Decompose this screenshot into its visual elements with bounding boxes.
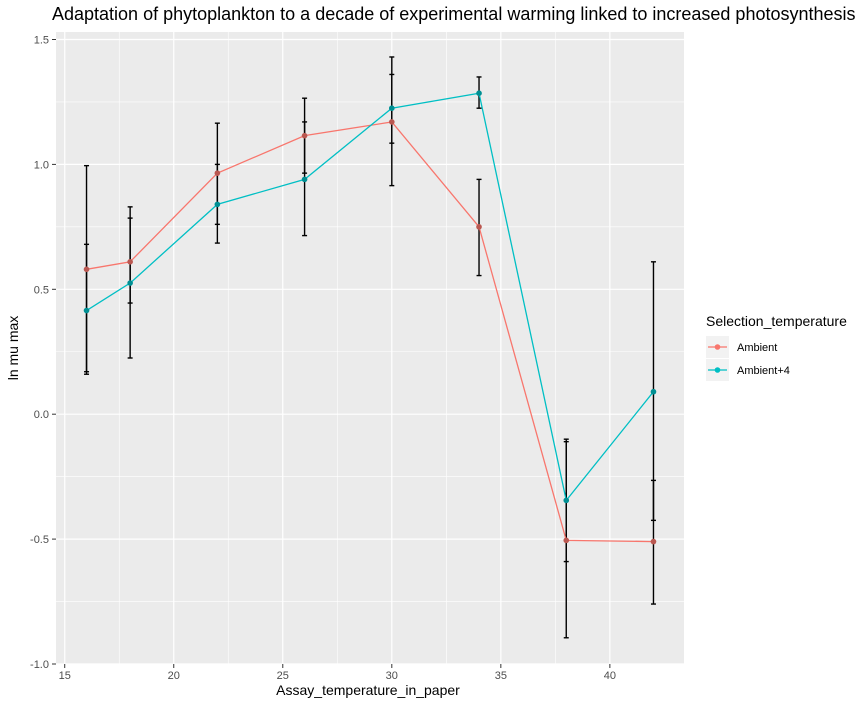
data-point-shade xyxy=(83,307,90,314)
data-point-shade xyxy=(127,259,133,265)
legend-title: Selection_temperature xyxy=(706,313,847,329)
x-axis-title: Assay_temperature_in_paper xyxy=(276,682,460,698)
series-line xyxy=(86,121,654,543)
data-point xyxy=(301,176,308,183)
x-tick-label: 40 xyxy=(604,670,616,682)
data-points xyxy=(83,90,657,545)
x-axis: 15 20 25 30 35 40 xyxy=(59,664,616,682)
data-point-shade xyxy=(389,105,395,111)
data-point-shade xyxy=(563,537,570,544)
data-point xyxy=(83,307,90,314)
y-tick-label: -1.0 xyxy=(30,659,49,671)
data-point-shade xyxy=(476,224,482,230)
data-point xyxy=(476,224,482,230)
plot-panel xyxy=(56,32,684,664)
y-axis: -1.0 -0.5 0.0 0.5 1.0 1.5 xyxy=(30,34,56,671)
data-point xyxy=(214,170,221,176)
data-point xyxy=(83,266,90,273)
data-point xyxy=(214,201,221,208)
data-point xyxy=(650,388,657,395)
legend-key-point xyxy=(714,344,721,350)
y-tick-label: 1.5 xyxy=(34,34,49,46)
legend: Selection_temperature Ambient Ambient+4 xyxy=(706,313,847,381)
data-point xyxy=(563,537,570,544)
x-tick-label: 20 xyxy=(168,670,180,682)
x-tick-label: 25 xyxy=(277,670,289,682)
y-axis-title: ln mu max xyxy=(5,316,21,381)
data-point-shade xyxy=(301,132,308,139)
data-point xyxy=(389,119,395,125)
data-point-shade xyxy=(214,170,221,176)
series-line xyxy=(86,92,654,502)
series-lines xyxy=(86,92,654,543)
data-point-shade xyxy=(389,119,395,125)
data-point xyxy=(476,90,482,97)
y-tick-label: -0.5 xyxy=(30,534,49,546)
data-point-shade xyxy=(127,280,133,286)
y-tick-label: 1.0 xyxy=(34,159,49,171)
data-point-shade xyxy=(563,497,570,504)
data-point xyxy=(301,132,308,139)
y-tick-label: 0.5 xyxy=(34,284,49,296)
data-point-shade xyxy=(301,176,308,183)
legend-key-point xyxy=(714,367,721,373)
data-point-shade xyxy=(650,388,657,395)
legend-label: Ambient xyxy=(737,342,777,354)
data-point-shade xyxy=(650,538,657,545)
data-point xyxy=(127,280,133,286)
data-point xyxy=(563,497,570,504)
x-tick-label: 30 xyxy=(386,670,398,682)
legend-label: Ambient+4 xyxy=(737,365,790,377)
data-point xyxy=(650,538,657,545)
data-point-shade xyxy=(83,266,90,273)
x-tick-label: 15 xyxy=(59,670,71,682)
x-tick-label: 35 xyxy=(495,670,507,682)
data-point xyxy=(127,259,133,265)
grid-major xyxy=(56,32,684,665)
chart-title: Adaptation of phytoplankton to a decade … xyxy=(52,4,856,24)
data-point-shade xyxy=(214,201,221,208)
y-tick-label: 0.0 xyxy=(34,409,49,421)
data-point xyxy=(389,105,395,111)
grid-minor xyxy=(56,32,684,664)
data-point-shade xyxy=(476,90,482,97)
